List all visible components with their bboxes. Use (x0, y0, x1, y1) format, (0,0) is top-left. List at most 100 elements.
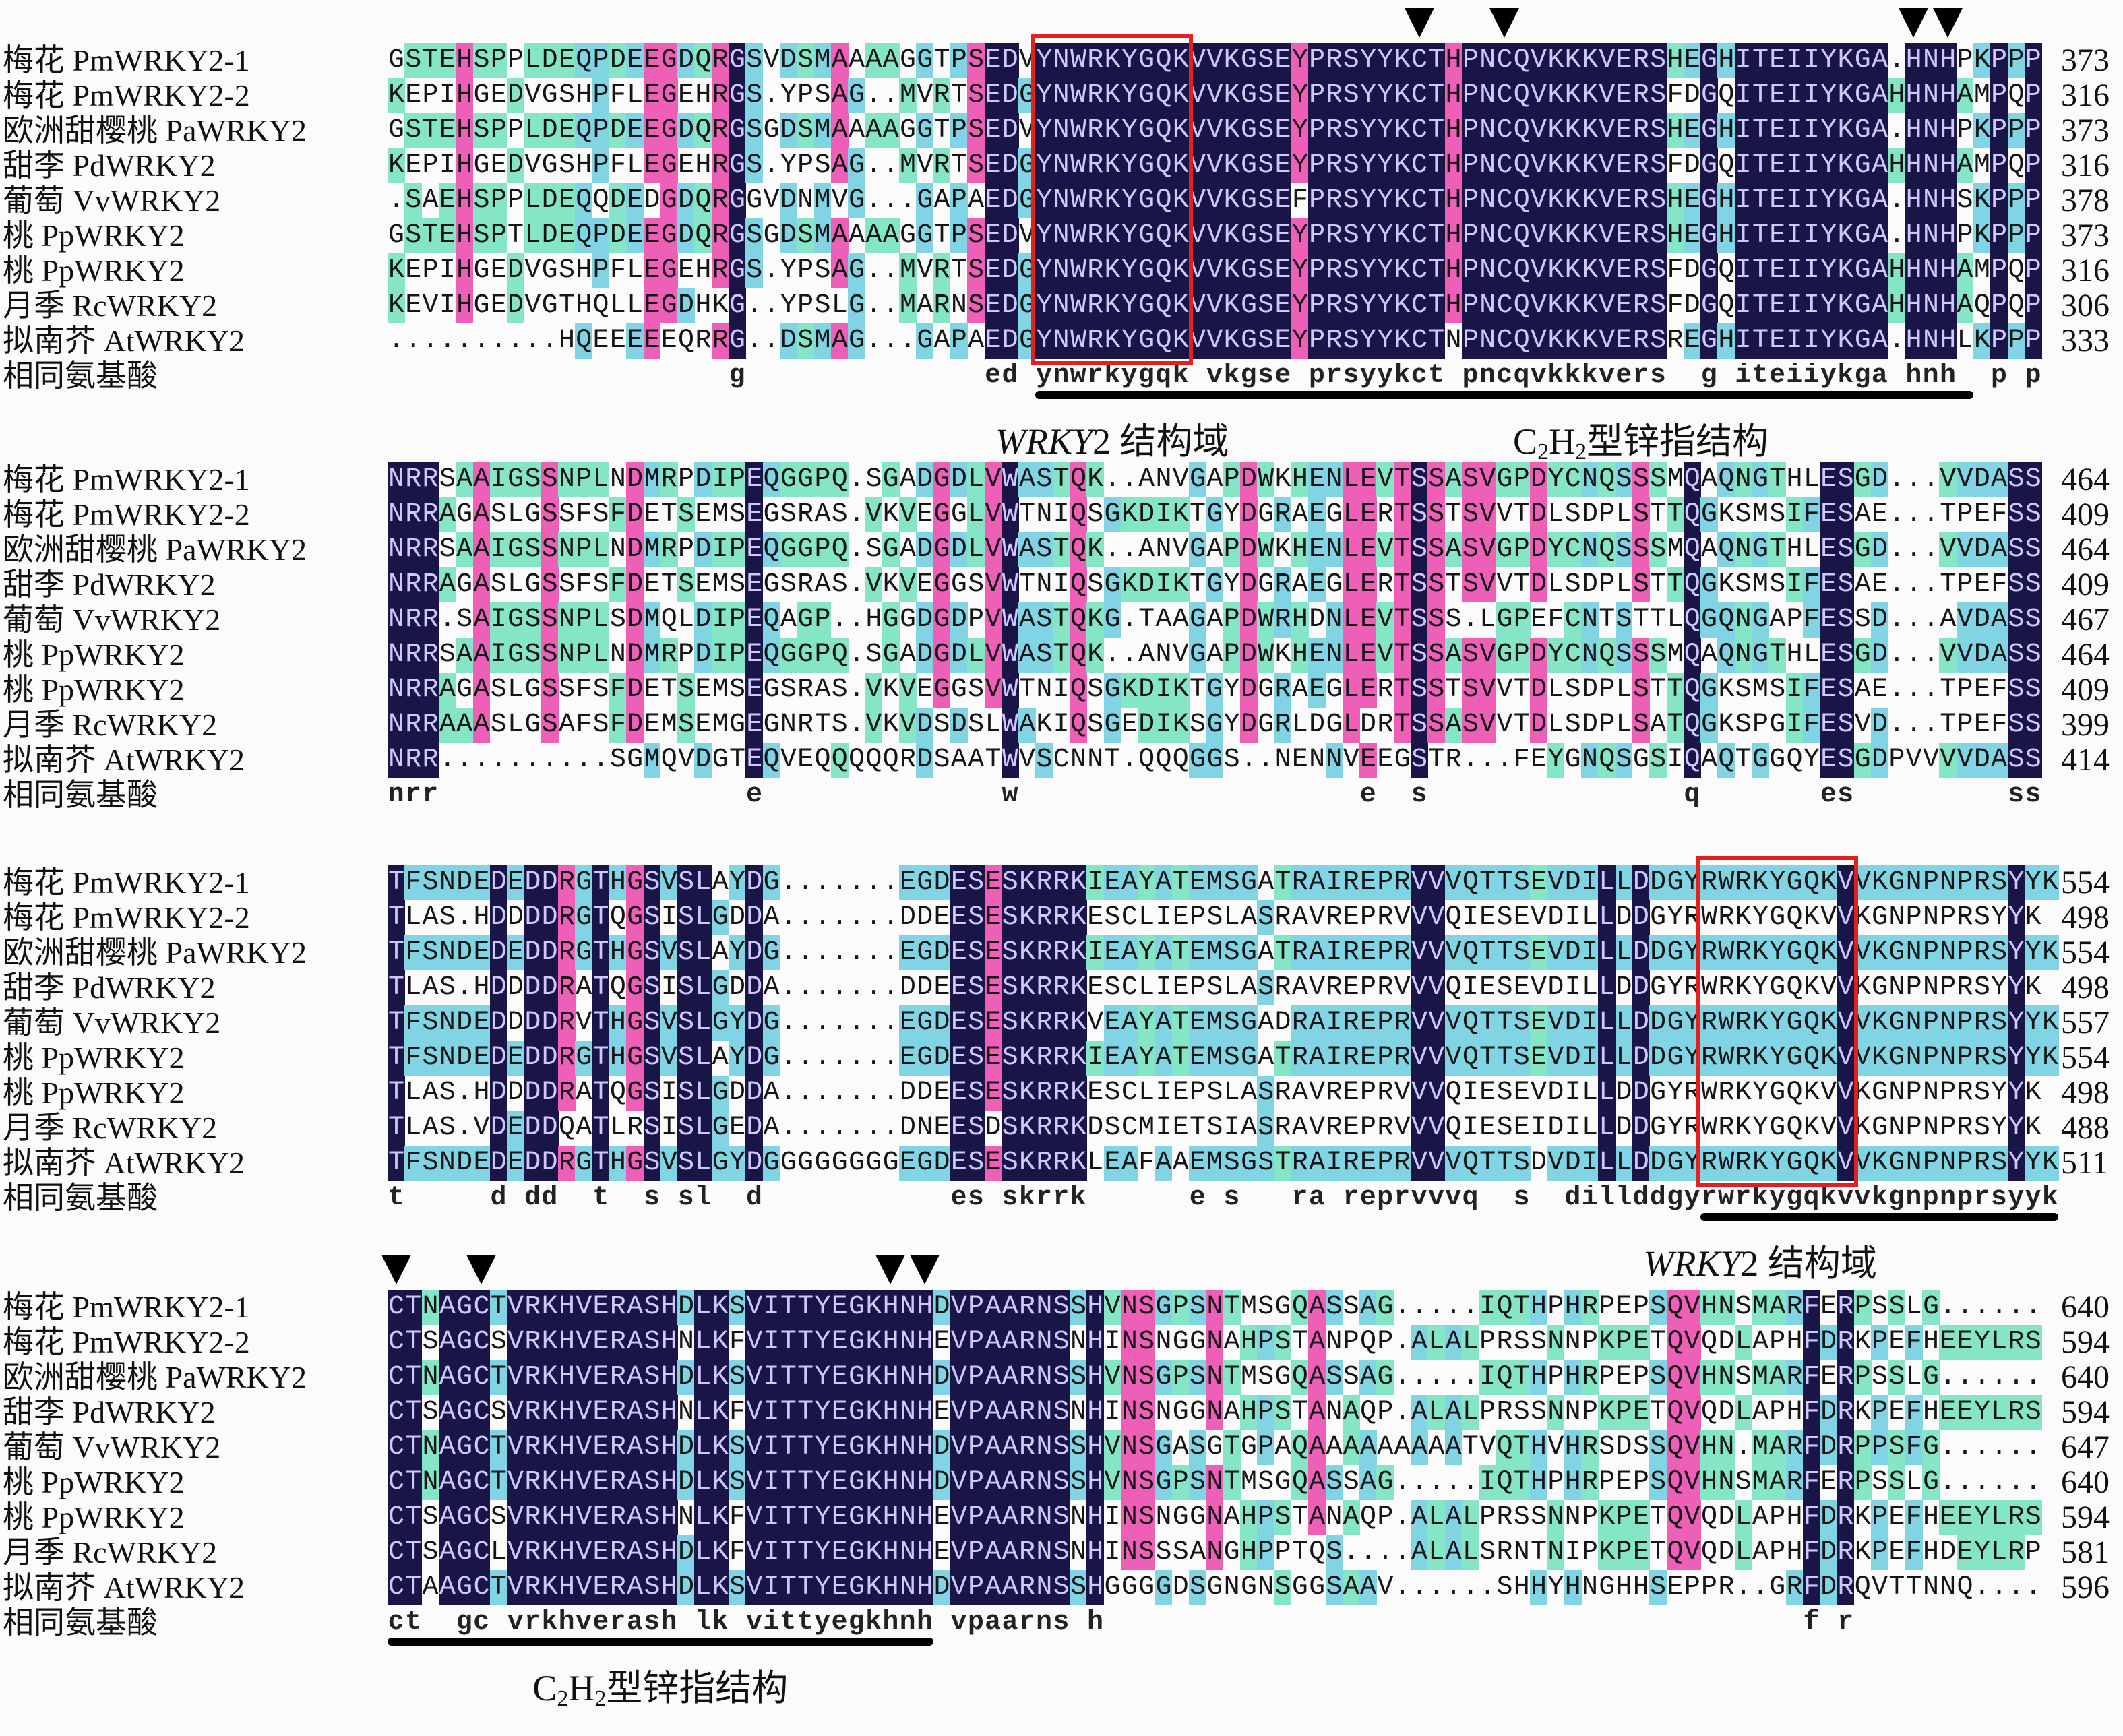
residue-cell: P (1581, 1537, 1598, 1568)
residue-cell: S (1649, 1360, 1667, 1395)
residue-cell: T (1393, 532, 1411, 567)
residue-cell: P (1871, 1325, 1888, 1360)
consensus-residue: y (1820, 361, 1837, 391)
residue-cell: E (1274, 218, 1292, 253)
residue-cell: A (1258, 867, 1274, 898)
residue-cell: V (1530, 78, 1547, 113)
residue-cell: T (1171, 935, 1190, 970)
residue-cell: E (626, 218, 644, 253)
residue-cell: . (592, 745, 609, 775)
residue-cell: E (405, 290, 422, 321)
residue-cell: S (2024, 1325, 2042, 1360)
residue-cell: F (404, 935, 423, 970)
residue-cell: W (1001, 532, 1019, 567)
residue-cell: . (1888, 534, 1905, 565)
residue-cell: Q (1802, 1005, 1820, 1041)
residue-cell: V (1172, 464, 1189, 495)
residue-cell: . (1121, 745, 1138, 775)
consensus-label: 相同氨基酸 (3, 359, 158, 393)
residue-cell: L (1461, 1500, 1479, 1535)
consensus-residue: n (388, 780, 404, 810)
residue-cell: S (1632, 638, 1650, 673)
residue-cell: H (1905, 323, 1923, 359)
residue-cell: G (1700, 78, 1718, 113)
residue-cell: E (490, 150, 507, 181)
residue-cell: V (1206, 288, 1224, 323)
residue-cell: L (1598, 1076, 1616, 1111)
residue-cell: K (2025, 1113, 2041, 1143)
residue-cell: S (592, 710, 609, 740)
residue-cell: A (1871, 253, 1888, 288)
residue-cell: S (1427, 602, 1446, 638)
residue-cell: W (1070, 288, 1087, 323)
residue-cell: C (1411, 113, 1428, 148)
residue-cell: D (916, 708, 934, 743)
residue-cell: Y (1138, 935, 1156, 970)
residue-cell: . (763, 255, 780, 286)
residue-cell: S (1973, 972, 1990, 1003)
residue-cell: . (882, 1043, 899, 1073)
residue-cell: G (797, 1148, 814, 1178)
residue-cell: S (1649, 1570, 1667, 1605)
sequence-end-position: 640 (2061, 1359, 2110, 1395)
residue-cell: D (1632, 1005, 1650, 1041)
residue-cell: D (489, 1076, 507, 1111)
residue-cell: N (917, 1113, 933, 1143)
residue-cell: V (1444, 935, 1463, 970)
residue-cell: K (1171, 183, 1190, 218)
residue-cell: S (967, 1076, 985, 1111)
residue-cell: S (592, 499, 609, 530)
residue-cell: S (1649, 743, 1667, 778)
residue-cell: R (1837, 1465, 1855, 1500)
residue-cell: N (1922, 1113, 1939, 1143)
residue-cell: E (1820, 673, 1838, 708)
residue-cell: D (1649, 1041, 1667, 1076)
residue-cell: S (541, 567, 559, 602)
residue-cell: L (1581, 902, 1598, 933)
residue-cell: R (1632, 288, 1650, 323)
residue-cell: Q (762, 743, 780, 778)
residue-cell: A (1291, 1113, 1308, 1143)
residue-cell: A (626, 1395, 644, 1430)
residue-cell: N (1581, 743, 1599, 778)
residue-cell: P (2024, 218, 2042, 253)
residue-cell: L (1547, 710, 1564, 740)
residue-cell: L (507, 499, 524, 530)
residue-cell: R (1325, 43, 1343, 78)
consensus-residue: k (1172, 361, 1189, 391)
residue-cell: S (1411, 743, 1428, 778)
residue-cell: A (1990, 638, 2008, 673)
residue-cell: S (1342, 113, 1360, 148)
residue-cell: E (933, 1397, 950, 1427)
residue-cell: P (2024, 78, 2042, 113)
residue-cell: Y (1667, 1113, 1684, 1143)
residue-cell: G (660, 113, 678, 148)
residue-cell: S (967, 148, 985, 183)
residue-cell: N (438, 1041, 456, 1076)
consensus-residue: d (541, 1183, 558, 1213)
sequence-name: 甜李 PdWRKY2 (3, 148, 216, 183)
residue-cell: N (388, 673, 405, 708)
residue-cell: R (1581, 1465, 1599, 1500)
residue-cell: G (1872, 902, 1888, 933)
residue-cell: R (933, 288, 951, 323)
residue-cell: A (1138, 464, 1155, 495)
residue-cell: S (643, 1430, 661, 1465)
residue-cell: Q (609, 1078, 626, 1108)
sequence-name: 葡萄 VvWRKY2 (3, 1005, 221, 1040)
residue-cell: . (576, 745, 592, 775)
residue-cell: D (1001, 78, 1019, 113)
residue-cell: G (746, 185, 763, 216)
residue-cell: V (1103, 1360, 1121, 1395)
residue-cell: K (1871, 1005, 1888, 1041)
residue-cell: K (712, 290, 729, 321)
residue-cell: Q (2008, 290, 2025, 321)
residue-cell: Y (1035, 288, 1053, 323)
residue-cell: K (1171, 708, 1190, 743)
residue-cell: S (609, 745, 626, 775)
residue-cell: E (1087, 902, 1104, 933)
residue-cell: G (762, 1005, 780, 1041)
residue-cell: K (1274, 464, 1291, 495)
